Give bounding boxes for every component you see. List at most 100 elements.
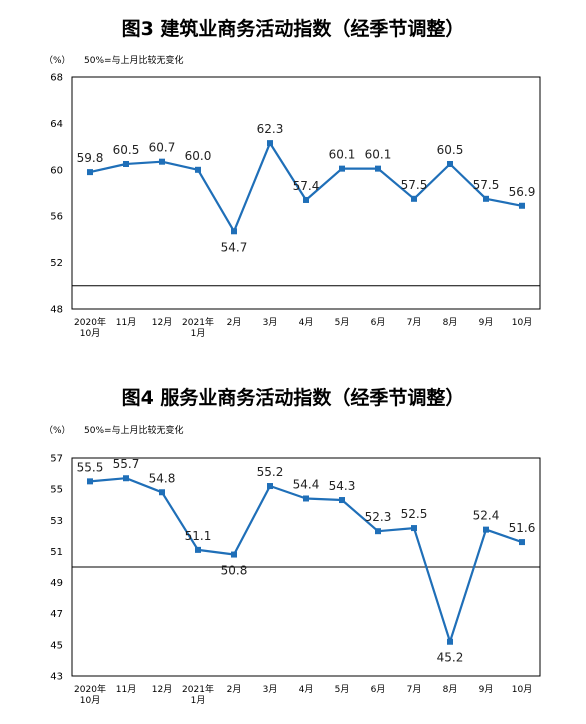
x-tick-label: 12月	[152, 684, 172, 695]
x-tick-label: 2021年 1月	[182, 683, 214, 706]
data-point-marker	[303, 495, 309, 502]
data-label: 60.1	[329, 148, 356, 162]
chart-title: 图4 服务业商务活动指数（经季节调整）	[122, 386, 465, 409]
chart-note: 50%=与上月比较无变化	[84, 54, 184, 66]
data-point-marker	[483, 526, 489, 533]
data-label: 60.0	[185, 149, 212, 163]
x-tick-label: 4月	[299, 317, 314, 328]
x-tick-line: 4月	[299, 317, 314, 328]
data-label: 54.8	[149, 471, 176, 485]
x-tick-label: 10月	[512, 684, 532, 695]
y-tick-label: 51	[50, 547, 63, 558]
data-label: 57.5	[473, 178, 500, 192]
data-point-marker	[447, 161, 453, 167]
data-label: 55.2	[257, 465, 284, 479]
x-tick-label: 4月	[299, 684, 314, 695]
data-label: 55.7	[113, 457, 140, 471]
y-tick-label: 55	[50, 485, 63, 496]
x-tick-label: 10月	[512, 317, 532, 328]
x-tick-label: 5月	[335, 684, 350, 695]
data-label: 54.7	[221, 240, 248, 254]
x-tick-line: 10月	[512, 684, 532, 695]
y-tick-label: 60	[50, 165, 63, 176]
data-label: 55.5	[77, 460, 104, 474]
data-label: 57.4	[293, 179, 320, 193]
data-label: 60.5	[113, 143, 140, 157]
y-tick-label: 49	[50, 578, 63, 589]
y-tick-label: 48	[50, 305, 63, 316]
x-tick-label: 7月	[407, 684, 422, 695]
data-label: 51.1	[185, 529, 212, 543]
x-tick-label: 8月	[443, 684, 458, 695]
plot-frame	[71, 76, 541, 310]
y-tick-label: 53	[50, 516, 63, 527]
data-point-marker	[87, 478, 93, 485]
data-point-marker	[339, 165, 345, 172]
x-tick-line: 1月	[191, 695, 206, 706]
x-tick-label: 5月	[335, 317, 350, 328]
x-tick-line: 6月	[371, 317, 386, 328]
x-tick-line: 2月	[227, 684, 242, 695]
x-tick-line: 10月	[80, 695, 100, 706]
x-tick-line: 2020年	[74, 316, 106, 328]
data-point-marker	[519, 202, 525, 209]
y-tick-label: 68	[50, 73, 63, 84]
y-tick-label: 43	[50, 672, 63, 683]
data-point-marker	[483, 195, 489, 202]
data-label: 60.7	[149, 141, 176, 155]
x-tick-label: 6月	[371, 317, 386, 328]
data-label: 60.5	[437, 143, 464, 157]
data-label: 54.3	[329, 479, 356, 493]
data-point-marker	[267, 140, 273, 147]
y-tick-label: 52	[50, 258, 63, 269]
x-tick-line: 5月	[335, 684, 350, 695]
x-tick-line: 9月	[479, 317, 494, 328]
x-tick-label: 2020年 10月	[74, 316, 106, 339]
data-point-marker	[411, 195, 417, 202]
x-tick-label: 2月	[227, 684, 242, 695]
x-tick-line: 2020年	[74, 683, 106, 695]
data-point-marker	[375, 165, 381, 172]
x-tick-label: 2021年 1月	[182, 316, 214, 339]
x-tick-line: 7月	[407, 317, 422, 328]
data-label: 54.4	[293, 477, 320, 491]
chart-1: 图3 建筑业商务活动指数（经季节调整） （%） 50%=与上月比较无变化 48 52 56…	[44, 17, 541, 339]
x-tick-line: 2021年	[182, 316, 214, 328]
x-tick-line: 3月	[263, 317, 278, 328]
data-label: 45.2	[437, 651, 464, 665]
x-tick-line: 8月	[443, 317, 458, 328]
y-tick-label: 45	[50, 640, 63, 651]
data-point-marker	[375, 528, 381, 535]
x-tick-line: 2021年	[182, 683, 214, 695]
y-tick-label: 47	[50, 609, 63, 620]
x-tick-line: 3月	[263, 684, 278, 695]
data-point-marker	[519, 539, 525, 546]
series-line	[89, 477, 523, 643]
data-label: 62.3	[257, 122, 284, 136]
data-point-marker	[267, 483, 273, 490]
data-point-marker	[195, 166, 201, 173]
x-tick-label: 2月	[227, 317, 242, 328]
x-tick-label: 11月	[116, 317, 136, 328]
data-label: 57.5	[401, 178, 428, 192]
data-label: 59.8	[77, 151, 104, 165]
y-tick-label: 64	[50, 119, 63, 130]
y-tick-label: 57	[50, 454, 63, 465]
x-tick-line: 10月	[80, 328, 100, 339]
x-tick-label: 3月	[263, 317, 278, 328]
x-tick-line: 6月	[371, 684, 386, 695]
x-tick-line: 5月	[335, 317, 350, 328]
data-point-marker	[339, 497, 345, 504]
x-tick-line: 8月	[443, 684, 458, 695]
data-point-marker	[447, 638, 453, 645]
x-tick-line: 7月	[407, 684, 422, 695]
x-tick-label: 6月	[371, 684, 386, 695]
data-point-marker	[303, 196, 309, 203]
x-tick-line: 4月	[299, 684, 314, 695]
data-point-marker	[195, 546, 201, 553]
x-tick-label: 11月	[116, 684, 136, 695]
x-tick-line: 11月	[116, 684, 136, 695]
y-unit-label: （%）	[44, 425, 71, 436]
data-point-marker	[123, 475, 129, 482]
x-tick-line: 2月	[227, 317, 242, 328]
